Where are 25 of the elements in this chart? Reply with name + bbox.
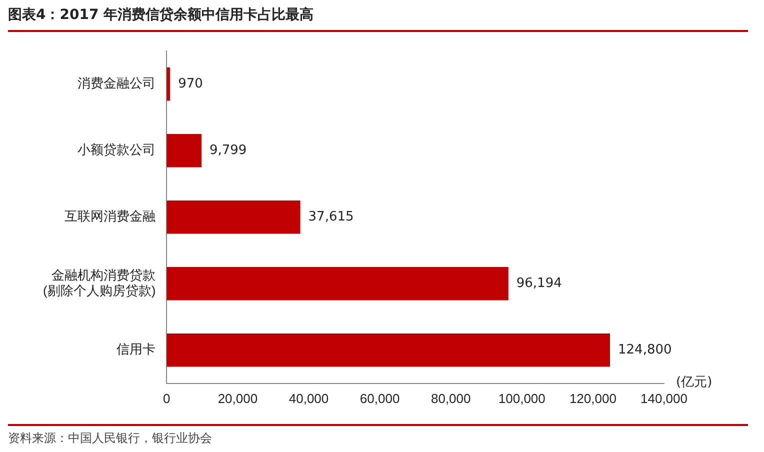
chart-title: 图表4：2017 年消费信贷余额中信用卡占比最高 <box>8 6 748 32</box>
x-tick-label: 20,000 <box>218 390 258 406</box>
data-label: 970 <box>178 76 203 92</box>
data-label: 37,615 <box>308 209 354 224</box>
y-tick-label: 信用卡 <box>116 342 156 357</box>
y-tick-label: 互联网消费金融 <box>64 208 156 224</box>
y-tick-label: 小额贷款公司 <box>78 142 156 158</box>
x-tick-label: 100,000 <box>498 390 546 406</box>
x-axis-title: (亿元) <box>676 374 712 391</box>
bar <box>166 266 508 300</box>
x-tick-label: 60,000 <box>360 390 400 406</box>
y-tick-label: 金融机构消费贷款 (剔除个人购房贷款) <box>42 267 156 298</box>
x-tick-label: 140,000 <box>640 390 688 406</box>
x-tick-label: 40,000 <box>288 390 329 406</box>
x-tick-label: 120,000 <box>569 390 616 406</box>
text: 资料来源：中国人民银行，银行业协会 <box>8 424 748 447</box>
y-tick-label: 消费金融公司 <box>78 76 156 91</box>
x-tick-label: 0 <box>163 390 170 406</box>
data-label: 124,800 <box>618 342 672 358</box>
bar <box>166 200 300 234</box>
bar <box>166 134 202 168</box>
bar <box>166 334 610 367</box>
data-label: 96,194 <box>516 276 562 291</box>
x-tick-label: 80,000 <box>430 390 471 406</box>
data-label: 9,799 <box>209 142 247 158</box>
